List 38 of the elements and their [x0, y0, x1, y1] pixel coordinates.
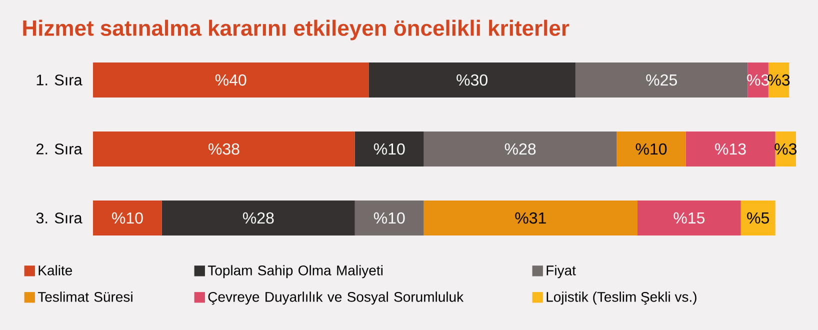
bar — [162, 200, 355, 236]
bar — [424, 200, 638, 236]
bar — [424, 132, 617, 167]
data-label: %25 — [646, 74, 677, 86]
data-label: %28 — [242, 212, 274, 224]
bar — [637, 200, 741, 236]
bar — [368, 62, 576, 98]
bar — [93, 200, 162, 236]
bar — [575, 62, 748, 98]
bar — [686, 132, 776, 167]
data-label: %10 — [374, 143, 405, 155]
data-label: %10 — [112, 212, 143, 224]
chart-title: Hizmet satınalma kararını etkileyen öncelikli kriterler — [23, 20, 570, 40]
y-tick-label: 3. Sıra — [36, 212, 82, 224]
y-tick-label: 1. Sıra — [36, 74, 82, 86]
bar — [354, 132, 424, 167]
legend-label: Lojistik (Teslim Şekli vs.) — [546, 292, 696, 305]
bar — [354, 200, 424, 236]
legend-label: Fiyat — [546, 265, 576, 278]
data-label: %10 — [374, 212, 405, 224]
legend-label: Teslimat Süresi — [38, 292, 132, 302]
data-label: %10 — [636, 143, 667, 155]
data-label: %5 — [747, 212, 769, 224]
data-label: %38 — [208, 143, 240, 155]
data-label: %28 — [504, 143, 536, 155]
data-label: %13 — [715, 143, 746, 155]
bar — [616, 132, 686, 167]
y-tick-label: 2. Sıra — [36, 144, 82, 154]
legend-label: Çevreye Duyarlılık ve Sosyal Sorumluluk — [208, 292, 464, 305]
data-label: %31 — [515, 212, 546, 224]
data-label: %40 — [215, 74, 246, 86]
data-label: %15 — [674, 212, 704, 224]
legend-label: Kalite — [38, 265, 72, 276]
data-label: %30 — [456, 74, 488, 86]
bar — [93, 132, 355, 167]
legend-label: Toplam Sahip Olma Maliyeti — [208, 265, 382, 278]
bar — [740, 200, 776, 236]
bar — [93, 62, 369, 98]
